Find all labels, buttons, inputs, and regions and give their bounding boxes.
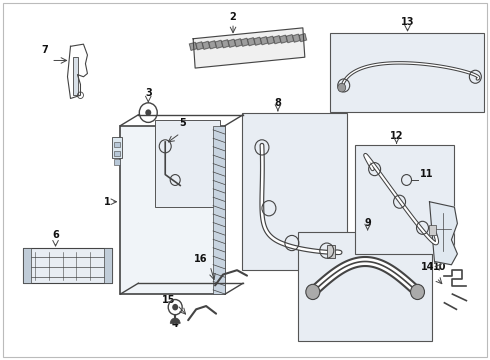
Text: 7: 7 [42,45,49,55]
Bar [112,136,122,158]
Polygon shape [235,39,242,47]
Bar [155,120,220,207]
Bar [298,232,433,341]
Text: 2: 2 [230,12,236,22]
Text: 8: 8 [274,98,281,108]
Polygon shape [241,38,248,46]
Circle shape [411,284,424,300]
Polygon shape [215,40,222,48]
Text: 11: 11 [419,169,433,179]
Polygon shape [190,42,197,50]
Polygon shape [299,33,307,42]
Bar [355,145,454,254]
Polygon shape [261,37,268,45]
Polygon shape [429,202,457,265]
Bar [327,245,335,258]
Text: 10: 10 [433,262,446,272]
Bar [23,248,112,283]
Bar [114,159,121,165]
Bar [429,225,437,235]
Circle shape [338,83,346,92]
Polygon shape [273,36,281,44]
Polygon shape [267,36,274,44]
Text: 13: 13 [401,17,414,27]
Bar [114,150,121,156]
Bar [242,113,347,270]
Text: 15: 15 [162,295,175,305]
Circle shape [306,284,320,300]
Bar [121,126,225,294]
Polygon shape [280,35,287,43]
Circle shape [145,109,151,116]
Text: 3: 3 [145,88,151,98]
Polygon shape [193,28,305,68]
Polygon shape [286,35,294,42]
Text: 9: 9 [364,218,371,228]
Text: 16: 16 [194,253,207,264]
Bar [114,142,121,147]
Polygon shape [228,39,236,47]
Polygon shape [254,37,261,45]
Bar [104,248,112,283]
Text: 14: 14 [421,262,435,272]
Text: 6: 6 [52,230,59,240]
Bar [213,126,225,294]
Polygon shape [202,41,210,49]
Polygon shape [209,41,216,49]
Polygon shape [196,42,203,50]
Bar [74,57,78,95]
Text: 12: 12 [390,131,403,141]
Text: 4: 4 [172,319,178,329]
Polygon shape [293,34,300,42]
Text: 5: 5 [179,118,186,128]
Bar [330,33,484,112]
Text: 1: 1 [103,197,110,207]
Polygon shape [247,38,255,46]
Circle shape [172,304,178,310]
Bar [23,248,30,283]
Polygon shape [222,40,229,48]
Wedge shape [170,318,180,323]
